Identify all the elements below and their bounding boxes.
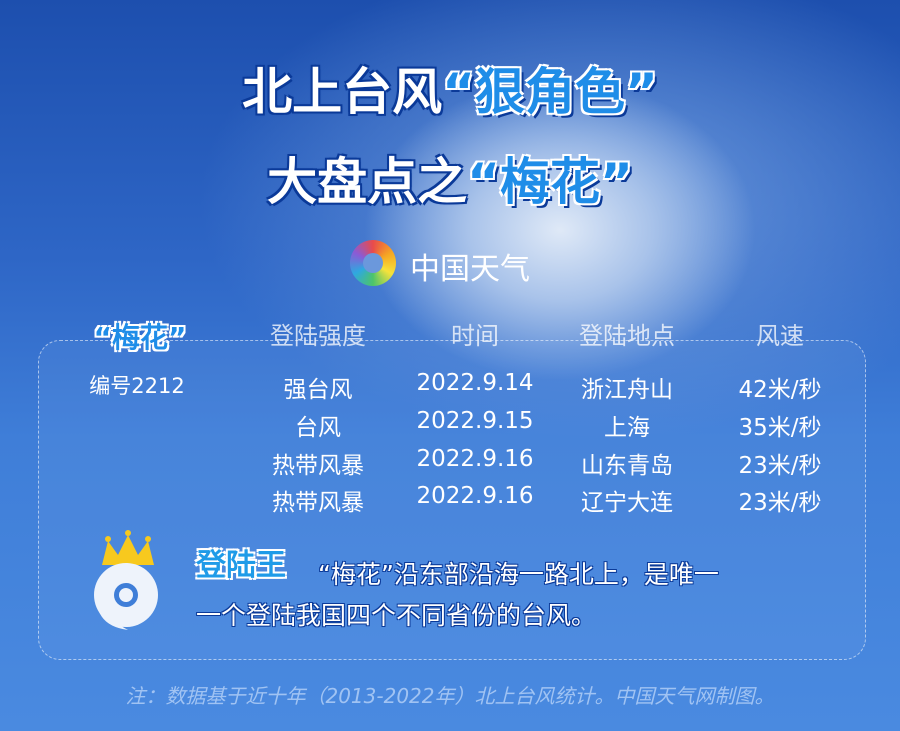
logo-text: 中国天气 xyxy=(410,252,530,287)
table-cell: 2022.9.16 xyxy=(416,446,534,472)
highlight-text-line2: 一个登陆我国四个不同省份的台风。 xyxy=(196,601,597,630)
header-time: 时间 xyxy=(451,322,499,350)
header-location: 登陆地点 xyxy=(579,322,675,350)
crowned-typhoon-icon xyxy=(94,530,158,630)
table-cell: 2022.9.15 xyxy=(416,408,534,434)
table-cell: 35米/秒 xyxy=(738,415,822,441)
china-weather-logo-icon xyxy=(350,240,396,286)
header-intensity: 登陆强度 xyxy=(270,322,366,350)
typhoon-number: 编号2212 xyxy=(89,374,185,398)
table-cell: 辽宁大连 xyxy=(581,490,673,516)
typhoon-name: “梅花” xyxy=(93,321,187,354)
table-cell: 上海 xyxy=(604,415,650,441)
highlight-text-line1: “梅花”沿东部沿海一路北上，是唯一 xyxy=(318,560,719,589)
title-highlight: “梅花” xyxy=(467,153,633,211)
table-cell: 23米/秒 xyxy=(738,453,822,479)
data-panel xyxy=(38,340,866,660)
table-cell: 山东青岛 xyxy=(581,453,673,479)
table-cell: 热带风暴 xyxy=(272,453,364,479)
table-cell: 浙江舟山 xyxy=(581,377,673,403)
table-cell: 42米/秒 xyxy=(738,377,822,403)
table-cell: 台风 xyxy=(295,415,341,441)
title-line2: 大盘点之“梅花” xyxy=(0,142,900,214)
landing-king-label: 登陆王 xyxy=(196,548,286,583)
table-cell: 热带风暴 xyxy=(272,490,364,516)
title-highlight: “狠角色” xyxy=(442,63,658,121)
table-cell: 2022.9.14 xyxy=(416,370,534,396)
table-cell: 强台风 xyxy=(283,377,353,403)
footnote: 注：数据基于近十年（2013-2022年）北上台风统计。中国天气网制图。 xyxy=(125,684,775,708)
header-windspeed: 风速 xyxy=(756,322,804,350)
title-line1: 北上台风“狠角色” xyxy=(0,52,900,124)
table-cell: 23米/秒 xyxy=(738,490,822,516)
title-text: 大盘点之 xyxy=(267,153,468,211)
title-text: 北上台风 xyxy=(242,63,443,121)
table-cell: 2022.9.16 xyxy=(416,483,534,509)
